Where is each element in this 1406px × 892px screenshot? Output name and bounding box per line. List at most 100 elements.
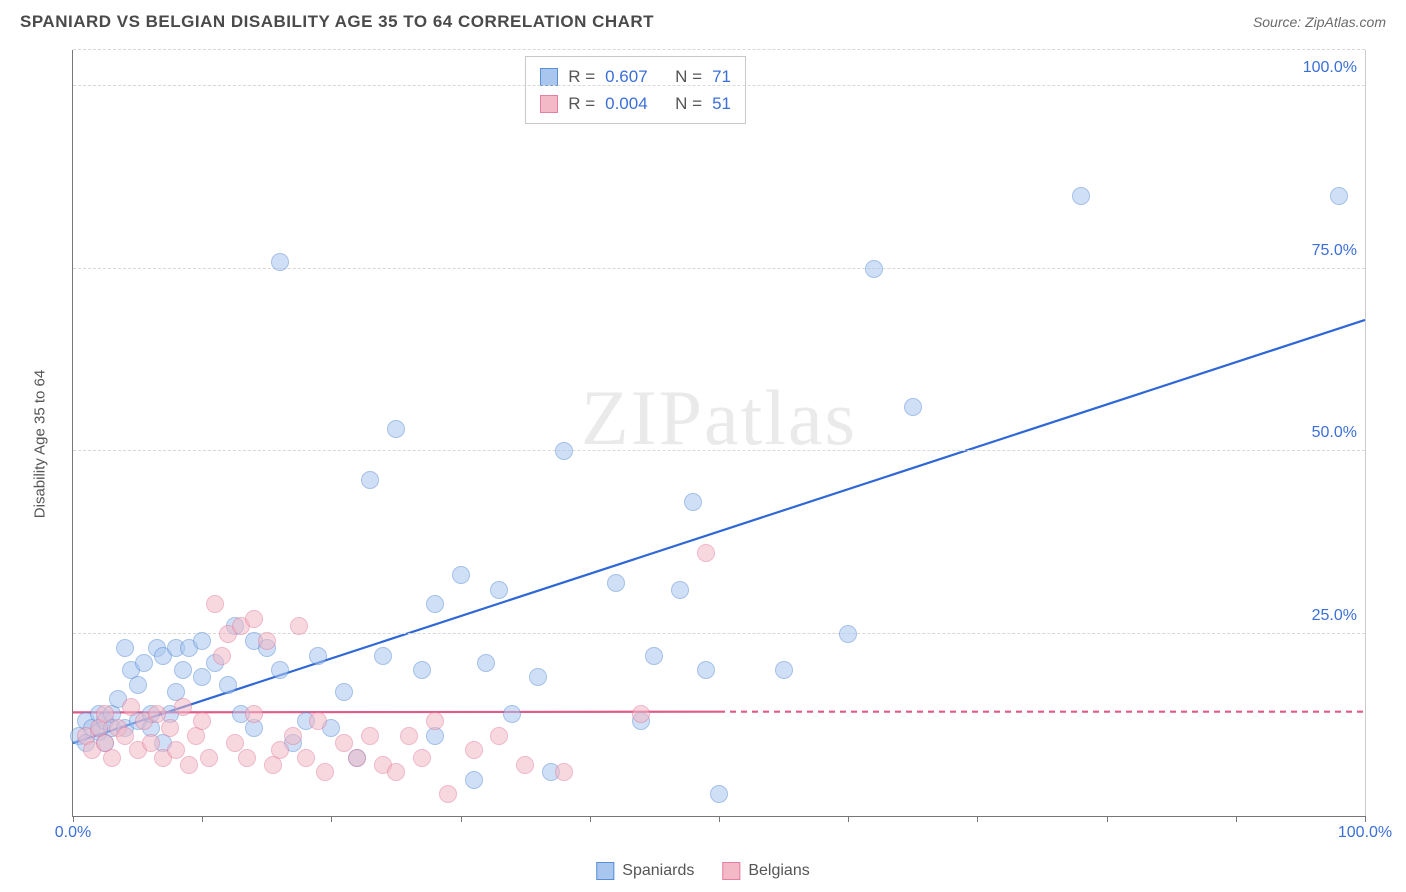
data-point bbox=[465, 741, 483, 759]
data-point bbox=[271, 741, 289, 759]
data-point bbox=[516, 756, 534, 774]
x-tick bbox=[461, 816, 462, 822]
data-point bbox=[348, 749, 366, 767]
x-tick bbox=[1107, 816, 1108, 822]
x-tick bbox=[331, 816, 332, 822]
data-point bbox=[465, 771, 483, 789]
data-point bbox=[632, 705, 650, 723]
data-point bbox=[135, 654, 153, 672]
y-tick-label: 25.0% bbox=[1312, 607, 1357, 625]
data-point bbox=[503, 705, 521, 723]
data-point bbox=[529, 668, 547, 686]
data-point bbox=[413, 749, 431, 767]
x-tick-label: 100.0% bbox=[1338, 824, 1392, 842]
legend-swatch bbox=[722, 862, 740, 880]
data-point bbox=[193, 712, 211, 730]
y-tick-label: 100.0% bbox=[1303, 59, 1357, 77]
data-point bbox=[361, 471, 379, 489]
data-point bbox=[226, 734, 244, 752]
data-point bbox=[200, 749, 218, 767]
data-point bbox=[290, 617, 308, 635]
data-point bbox=[245, 705, 263, 723]
trend-lines bbox=[73, 50, 1365, 816]
data-point bbox=[904, 398, 922, 416]
legend-label: Belgians bbox=[748, 862, 809, 880]
data-point bbox=[174, 698, 192, 716]
data-point bbox=[1330, 187, 1348, 205]
data-point bbox=[477, 654, 495, 672]
y-axis-title: Disability Age 35 to 64 bbox=[32, 369, 49, 517]
chart-title: SPANIARD VS BELGIAN DISABILITY AGE 35 TO… bbox=[20, 12, 654, 32]
data-point bbox=[697, 661, 715, 679]
x-tick-label: 0.0% bbox=[55, 824, 91, 842]
x-tick bbox=[977, 816, 978, 822]
trend-line bbox=[73, 320, 1365, 743]
data-point bbox=[426, 712, 444, 730]
data-point bbox=[284, 727, 302, 745]
gridline bbox=[73, 49, 1365, 50]
data-point bbox=[865, 260, 883, 278]
legend-label: Spaniards bbox=[622, 862, 694, 880]
data-point bbox=[555, 763, 573, 781]
data-point bbox=[103, 749, 121, 767]
data-point bbox=[122, 698, 140, 716]
data-point bbox=[839, 625, 857, 643]
data-point bbox=[309, 712, 327, 730]
data-point bbox=[413, 661, 431, 679]
data-point bbox=[219, 676, 237, 694]
data-point bbox=[297, 749, 315, 767]
stats-legend-box: R =0.607N =71R =0.004N =51 bbox=[525, 56, 746, 124]
gridline bbox=[73, 85, 1365, 86]
source-credit: Source: ZipAtlas.com bbox=[1253, 14, 1386, 30]
stat-r-value: 0.004 bbox=[605, 90, 665, 117]
data-point bbox=[116, 727, 134, 745]
legend-item: Belgians bbox=[722, 862, 809, 880]
data-point bbox=[361, 727, 379, 745]
x-tick bbox=[202, 816, 203, 822]
data-point bbox=[96, 705, 114, 723]
data-point bbox=[555, 442, 573, 460]
data-point bbox=[400, 727, 418, 745]
stats-row: R =0.004N =51 bbox=[540, 90, 731, 117]
data-point bbox=[387, 420, 405, 438]
stat-n-label: N = bbox=[675, 90, 702, 117]
y-tick-label: 75.0% bbox=[1312, 242, 1357, 260]
data-point bbox=[213, 647, 231, 665]
data-point bbox=[245, 610, 263, 628]
data-point bbox=[387, 763, 405, 781]
data-point bbox=[161, 719, 179, 737]
data-point bbox=[490, 581, 508, 599]
data-point bbox=[309, 647, 327, 665]
data-point bbox=[193, 632, 211, 650]
data-point bbox=[426, 595, 444, 613]
bottom-legend: Spaniards Belgians bbox=[596, 862, 809, 880]
stat-n-value: 51 bbox=[712, 90, 731, 117]
legend-swatch bbox=[540, 68, 558, 86]
legend-swatch bbox=[540, 95, 558, 113]
data-point bbox=[439, 785, 457, 803]
data-point bbox=[710, 785, 728, 803]
data-point bbox=[116, 639, 134, 657]
x-tick bbox=[590, 816, 591, 822]
data-point bbox=[374, 647, 392, 665]
data-point bbox=[129, 676, 147, 694]
data-point bbox=[238, 749, 256, 767]
gridline bbox=[73, 268, 1365, 269]
data-point bbox=[206, 595, 224, 613]
data-point bbox=[271, 661, 289, 679]
x-tick bbox=[73, 816, 74, 822]
x-tick bbox=[1365, 816, 1366, 822]
data-point bbox=[671, 581, 689, 599]
gridline bbox=[73, 450, 1365, 451]
data-point bbox=[167, 741, 185, 759]
data-point bbox=[258, 632, 276, 650]
data-point bbox=[316, 763, 334, 781]
data-point bbox=[180, 756, 198, 774]
data-point bbox=[1072, 187, 1090, 205]
plot-area: ZIPatlas R =0.607N =71R =0.004N =51 25.0… bbox=[72, 50, 1366, 817]
data-point bbox=[335, 683, 353, 701]
x-tick bbox=[848, 816, 849, 822]
data-point bbox=[271, 253, 289, 271]
data-point bbox=[645, 647, 663, 665]
data-point bbox=[775, 661, 793, 679]
